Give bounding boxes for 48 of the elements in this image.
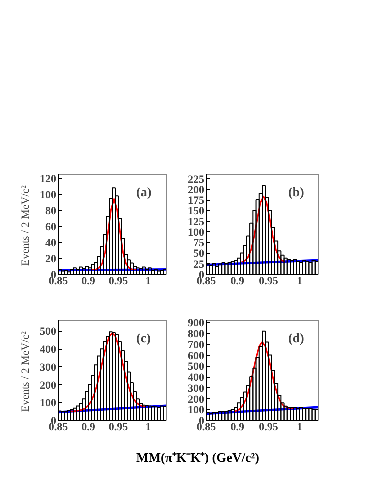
y-tick-label: 500: [188, 361, 205, 374]
x-tick-label: 0.9: [82, 422, 96, 434]
y-tick-label: 25: [194, 258, 205, 271]
x-tick-label: 0.9: [230, 276, 245, 288]
y-tick-label: 225: [188, 174, 205, 186]
y-tick-label: 300: [188, 382, 205, 395]
x-tick-label: 0.95: [259, 276, 279, 288]
annotation: (c): [136, 330, 151, 346]
y-tick-label: 75: [194, 238, 205, 250]
y-tick-label: 20: [46, 254, 57, 266]
y-tick-label: 80: [46, 206, 57, 218]
y-tick-label: 120: [40, 174, 57, 186]
x-axis-title: MM(π⁺K⁻K⁺) (GeV/c²): [136, 449, 260, 467]
y-tick-label: 175: [188, 195, 205, 208]
annotation: (a): [136, 184, 152, 200]
x-tick-label: 0.9: [230, 422, 245, 434]
y-tick-label: 200: [40, 380, 57, 392]
y-axis-title: Events / 2 MeV/c²: [20, 184, 32, 266]
x-tick-label: 0.95: [108, 422, 129, 434]
y-tick-label: 200: [188, 394, 205, 406]
y-tick-label: 100: [188, 404, 205, 417]
y-tick-label: 500: [40, 326, 57, 338]
y-tick-label: 400: [188, 372, 205, 384]
y-tick-label: 100: [40, 190, 57, 202]
x-tick-label: 1: [297, 422, 303, 434]
y-tick-label: 200: [188, 184, 205, 196]
y-tick-label: 40: [46, 238, 57, 250]
annotation: (b): [288, 184, 304, 200]
y-tick-label: 600: [188, 350, 205, 362]
y-tick-label: 300: [40, 362, 57, 374]
y-tick-label: 150: [188, 206, 205, 218]
y-tick-label: 400: [40, 344, 57, 356]
y-tick-label: 60: [46, 222, 57, 234]
y-tick-label: 125: [188, 216, 205, 228]
y-tick-label: 100: [40, 398, 57, 410]
y-tick-label: 50: [194, 248, 205, 260]
x-tick-label: 1: [146, 276, 152, 288]
y-axis-title: Events / 2 MeV/c²: [20, 330, 32, 412]
annotation: (d): [288, 330, 304, 346]
y-tick-label: 100: [188, 226, 205, 239]
x-tick-label: 0.9: [82, 276, 96, 288]
y-tick-label: 700: [188, 339, 205, 352]
y-tick-label: 900: [188, 318, 205, 330]
x-tick-label: 0.95: [259, 422, 279, 434]
x-tick-label: 1: [146, 422, 152, 434]
y-tick-label: 800: [188, 328, 205, 341]
x-tick-label: 0.95: [108, 276, 129, 288]
x-tick-label: 1: [297, 276, 303, 288]
